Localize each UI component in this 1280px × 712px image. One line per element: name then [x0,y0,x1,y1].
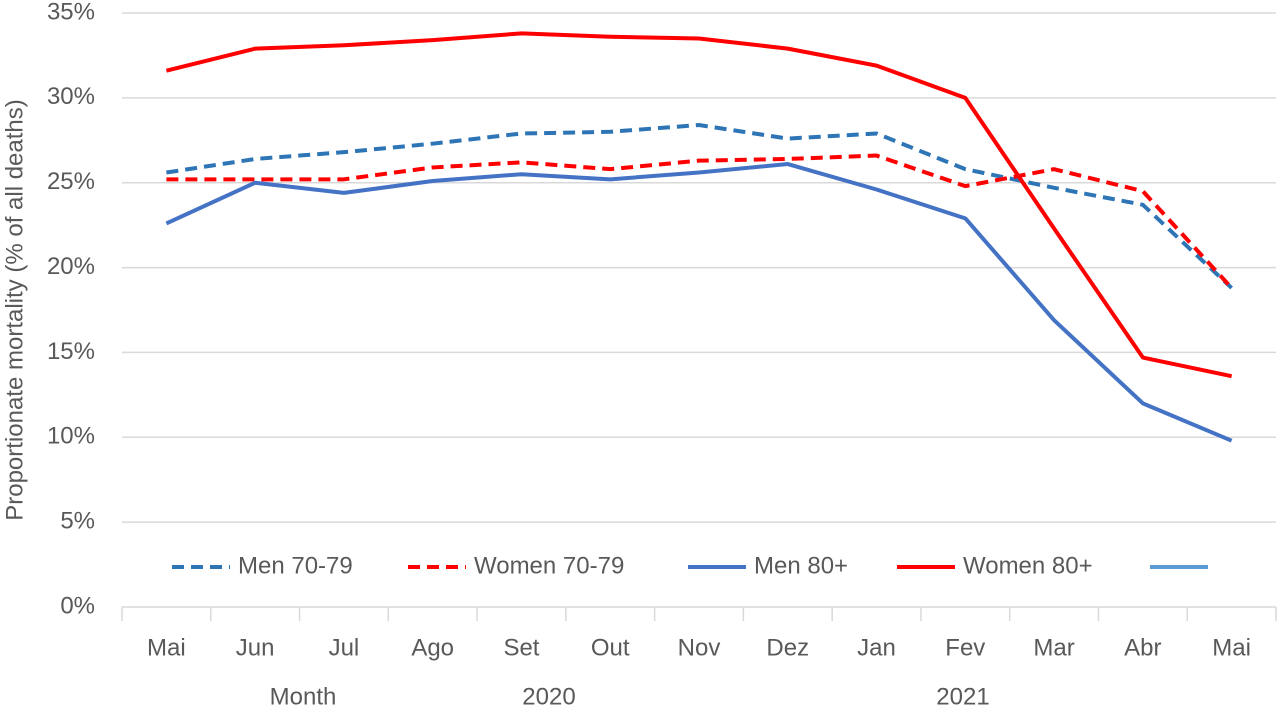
y-tick-label: 35% [47,0,95,25]
x-tick-label: Nov [678,634,721,661]
legend-label: Men 70-79 [238,552,353,579]
y-tick-label: 20% [47,253,95,280]
x-tick-label: Mai [1212,634,1251,661]
legend-label: Women 80+ [963,552,1093,579]
x-tick-label: Dez [766,634,809,661]
x-tick-label: Out [591,634,630,661]
x-axis-title: Month [270,683,337,710]
x-tick-label: Jan [857,634,896,661]
series-line [166,123,1233,290]
x-tick-label: Jul [329,634,360,661]
x-tick-label: Jun [236,634,275,661]
series-line [165,162,1233,443]
x-tick-label: Abr [1124,634,1161,661]
y-tick-label: 5% [60,507,95,534]
y-tick-label: 0% [60,592,95,619]
x-tick-label: Mai [147,634,186,661]
y-tick-label: 30% [47,83,95,110]
x-tick-label: Ago [411,634,454,661]
y-tick-label: 15% [47,338,95,365]
legend-label: Men 80+ [754,552,848,579]
y-tick-label: 10% [47,423,95,450]
x-tick-label: Mar [1033,634,1074,661]
y-axis-title: Proportionate mortality (% of all deaths… [1,99,28,521]
year-label: 2021 [936,683,989,710]
x-tick-label: Fev [945,634,985,661]
series-line [165,31,1233,379]
series-line [166,153,1234,290]
legend-label: Women 70-79 [474,552,624,579]
year-label: 2020 [522,683,575,710]
y-tick-label: 25% [47,168,95,195]
x-tick-label: Set [503,634,539,661]
